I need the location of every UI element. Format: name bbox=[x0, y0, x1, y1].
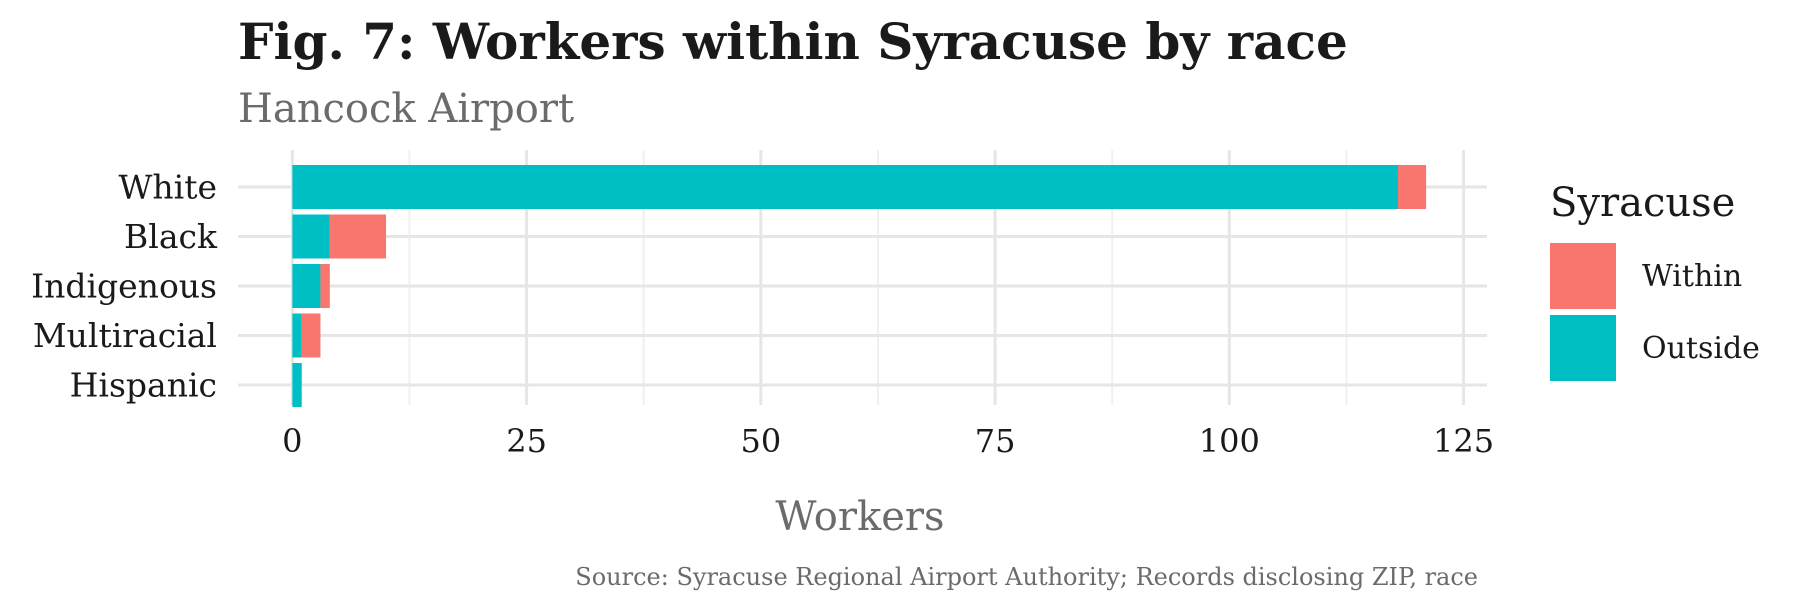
legend: Syracuse Within Outside bbox=[1550, 180, 1780, 384]
legend-label-within: Within bbox=[1642, 258, 1743, 294]
y-tick-label-white: White bbox=[118, 168, 217, 207]
legend-key-within bbox=[1550, 243, 1616, 309]
bars-layer bbox=[292, 165, 1427, 407]
legend-key-outside bbox=[1550, 315, 1616, 381]
x-tick-label: 0 bbox=[282, 422, 302, 460]
y-tick-labels: White Black Indigenous Multiracial Hispanic bbox=[31, 168, 218, 405]
bar-outside-white bbox=[292, 165, 1398, 209]
y-tick-label-indigenous: Indigenous bbox=[31, 267, 217, 306]
x-tick-label: 75 bbox=[975, 422, 1016, 460]
y-tick-label-multiracial: Multiracial bbox=[33, 316, 217, 355]
x-tick-label: 100 bbox=[1199, 422, 1260, 460]
legend-item-within: Within bbox=[1550, 240, 1780, 312]
chart-subtitle: Hancock Airport bbox=[238, 86, 575, 132]
y-tick-label-black: Black bbox=[124, 217, 218, 256]
bar-outside-black bbox=[292, 214, 330, 259]
y-tick-label-hispanic: Hispanic bbox=[70, 366, 217, 405]
bar-outside-hispanic bbox=[292, 363, 302, 407]
x-tick-label: 125 bbox=[1433, 422, 1494, 460]
bar-outside-multiracial bbox=[292, 313, 302, 358]
chart-caption: Source: Syracuse Regional Airport Author… bbox=[575, 563, 1478, 591]
bar-outside-indigenous bbox=[292, 264, 321, 308]
chart-title: Fig. 7: Workers within Syracuse by race bbox=[238, 12, 1348, 71]
legend-label-outside: Outside bbox=[1642, 330, 1760, 366]
x-tick-labels: 0 25 50 75 100 125 bbox=[282, 422, 1494, 460]
legend-title: Syracuse bbox=[1550, 180, 1736, 226]
bar-within-white bbox=[1397, 165, 1427, 209]
x-axis-title: Workers bbox=[775, 494, 944, 540]
x-tick-label: 50 bbox=[740, 422, 781, 460]
legend-item-outside: Outside bbox=[1550, 312, 1780, 384]
bar-within-multiracial bbox=[301, 313, 321, 358]
x-tick-label: 25 bbox=[506, 422, 547, 460]
bar-within-black bbox=[329, 214, 387, 259]
bar-within-indigenous bbox=[320, 264, 330, 308]
